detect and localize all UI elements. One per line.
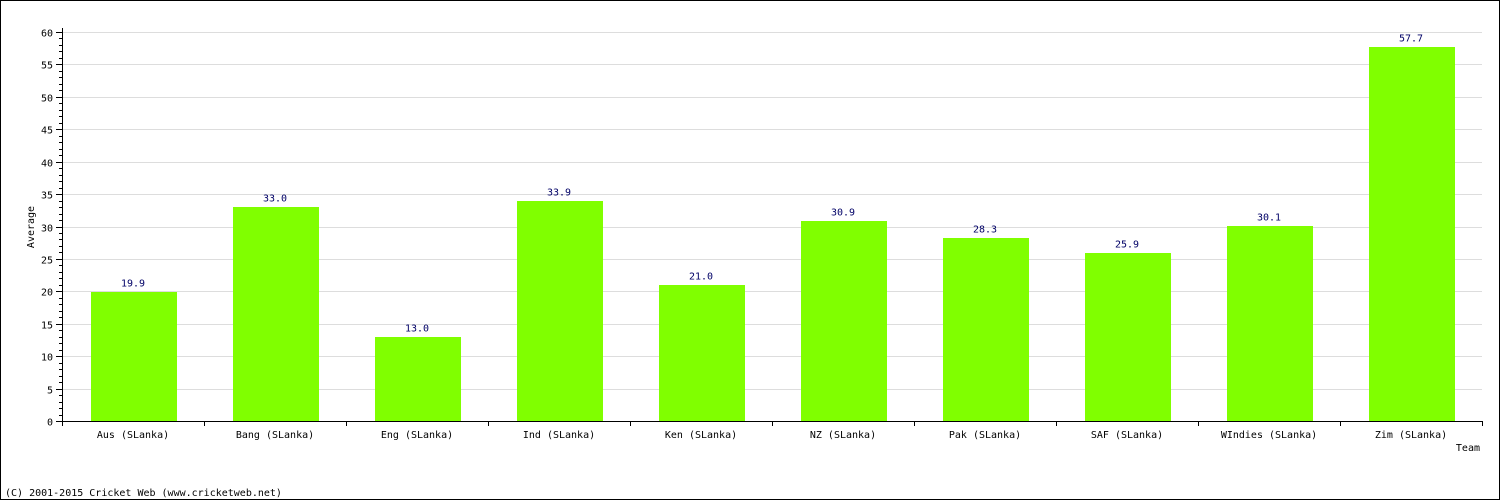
copyright-footer: (C) 2001-2015 Cricket Web (www.cricketwe… [5,488,282,499]
bar [1369,47,1455,422]
x-tick-label: Eng (SLanka) [381,430,453,441]
x-tick-label: Pak (SLanka) [949,430,1021,441]
bar [659,285,745,422]
x-tick-label: Bang (SLanka) [236,430,314,441]
y-tick-label: 50 [41,94,53,105]
x-tick-label: Aus (SLanka) [97,430,169,441]
bar [1227,226,1313,422]
data-label: 57.7 [1399,34,1423,45]
data-label: 30.9 [831,208,855,219]
data-label: 25.9 [1115,240,1139,251]
y-tick-label: 40 [41,159,53,170]
data-label: 30.1 [1257,213,1281,224]
data-label: 33.0 [263,194,287,205]
x-tick-label: WIndies (SLanka) [1221,430,1317,441]
bars: 19.9 33.0 13.0 33.9 21.0 30.9 28.3 25.9 30.1 57.7 [91,34,1455,422]
data-label: 28.3 [973,225,997,236]
y-tick-label: 0 [47,418,53,429]
bar [943,238,1029,422]
bar [91,292,177,422]
y-tick-label: 30 [41,224,53,235]
y-tick-label: 45 [41,126,53,137]
y-tick-label: 25 [41,256,53,267]
y-tick-label: 60 [41,29,53,40]
x-tick-label: Ind (SLanka) [523,430,595,441]
bar [233,207,319,422]
x-axis-title: Team [1456,443,1480,454]
y-tick-label: 5 [47,386,53,397]
x-tick-label: SAF (SLanka) [1091,430,1163,441]
y-tick-label: 20 [41,288,53,299]
data-label: 21.0 [689,272,713,283]
bar [1085,253,1171,422]
bar [517,201,603,422]
data-label: 13.0 [405,324,429,335]
data-label: 33.9 [547,188,571,199]
y-tick-label: 10 [41,353,53,364]
x-tick-label: NZ (SLanka) [810,430,876,441]
bar [375,337,461,422]
x-tick-label: Zim (SLanka) [1375,430,1447,441]
x-tick-label: Ken (SLanka) [665,430,737,441]
y-tick-label: 35 [41,191,53,202]
y-axis-title: Average [26,206,37,248]
data-label: 19.9 [121,279,145,290]
y-tick-label: 15 [41,321,53,332]
axes: 0 5 10 15 20 25 30 35 40 45 50 55 60 Aus (SLanka) Bang… [41,28,1483,441]
bar [801,221,887,422]
y-tick-label: 55 [41,61,53,72]
